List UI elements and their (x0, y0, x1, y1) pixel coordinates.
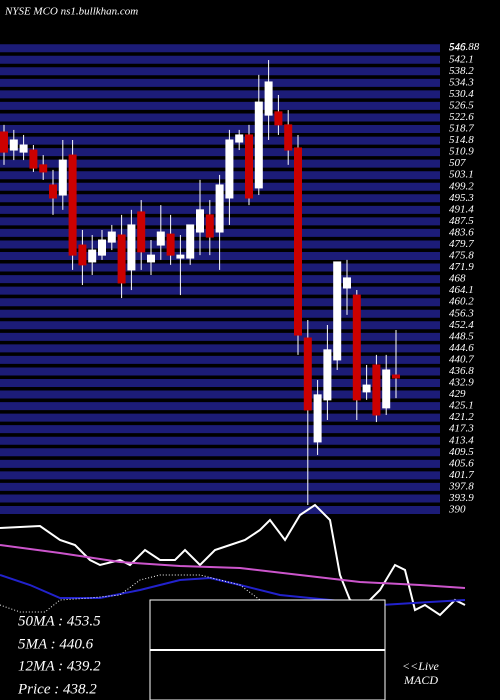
indicator-line (0, 503, 466, 617)
y-tick-label: 417.3 (449, 423, 474, 435)
y-tick-label: 448.5 (449, 330, 474, 342)
y-tick-label: 401.7 (449, 469, 474, 481)
candle-body (0, 131, 8, 153)
candle-body (166, 233, 175, 256)
y-tick-label: 510.9 (449, 146, 474, 158)
candle-body (382, 369, 391, 409)
y-tick-label: 421.2 (449, 411, 474, 423)
candle-body (19, 144, 28, 153)
candle-body (235, 134, 244, 143)
y-tick-label: 534.3 (449, 76, 474, 88)
candle-body (147, 254, 155, 263)
candle-body (78, 244, 87, 266)
candles (0, 60, 400, 505)
y-tick-label: 546 (449, 42, 466, 54)
y-tick-label: 518.7 (449, 123, 474, 135)
y-tick-label: 499.2 (449, 180, 474, 192)
candle-body (196, 209, 204, 233)
y-tick-label: 522.6 (449, 111, 474, 123)
y-tick-label: 538.2 (449, 65, 474, 77)
candle-body (284, 124, 293, 151)
y-tick-label: 530.4 (449, 88, 474, 100)
candle-body (323, 349, 332, 401)
y-tick-label: 432.9 (449, 377, 474, 389)
y-tick-label: 526.5 (449, 99, 474, 111)
y-tick-label: 487.5 (449, 215, 474, 227)
macd-label: MACD (403, 673, 438, 687)
y-tick-label: 397.8 (448, 480, 474, 492)
y-tick-label: 507 (449, 157, 466, 169)
candle-body (127, 224, 136, 271)
live-label: <<Live (402, 659, 440, 673)
candle-body (245, 134, 253, 199)
y-tick-label: 479.7 (449, 238, 474, 250)
y-tick-label: 413.4 (449, 434, 474, 446)
y-tick-label: 436.8 (449, 365, 474, 377)
stat-label: 50MA : 453.5 (18, 613, 101, 629)
candle-body (68, 154, 77, 256)
candle-body (98, 239, 106, 256)
y-tick-label: 452.4 (449, 319, 474, 331)
y-tick-label: 495.3 (449, 192, 474, 204)
candle-body (9, 139, 18, 151)
candle-body (372, 364, 381, 416)
candle-body (254, 101, 263, 189)
candle-body (303, 337, 312, 411)
y-tick-label: 440.7 (449, 353, 474, 365)
candle-body (176, 254, 185, 259)
candle-body (264, 81, 273, 116)
candle-body (49, 184, 57, 199)
y-tick-label: 468 (449, 273, 466, 285)
candle-body (156, 231, 165, 246)
stat-label: 12MA : 439.2 (18, 658, 101, 674)
candle-body (333, 261, 342, 361)
y-tick-label: 483.6 (449, 226, 474, 238)
candle-body (205, 214, 214, 238)
candle-body (274, 111, 283, 126)
y-tick-label: 425.1 (449, 400, 474, 412)
candle-body (225, 139, 234, 199)
candle-body (343, 277, 351, 289)
candle-body (117, 234, 126, 284)
y-tick-label: 471.9 (449, 261, 474, 273)
y-tick-label: 514.8 (449, 134, 474, 146)
candle-body (215, 184, 224, 233)
stat-label: Price : 438.2 (17, 681, 97, 697)
chart-title: NYSE MCO ns1.bullkhan.com (4, 6, 138, 18)
y-tick-label: 393.9 (448, 492, 474, 504)
y-tick-label: 546.88 (449, 41, 480, 53)
y-tick-label: 542.1 (449, 53, 474, 65)
stat-label: 5MA : 440.6 (18, 636, 94, 652)
y-tick-label: 390 (448, 504, 466, 516)
y-tick-label: 444.6 (449, 342, 474, 354)
candle-body (313, 394, 322, 443)
candle-body (186, 224, 195, 259)
y-tick-label: 409.5 (449, 446, 474, 458)
y-tick-label: 503.1 (449, 169, 474, 181)
y-tick-label: 429 (449, 388, 466, 400)
y-tick-label: 491.4 (449, 203, 474, 215)
candle-body (29, 149, 38, 169)
y-tick-label: 475.8 (449, 250, 474, 262)
y-tick-label: 456.3 (449, 307, 474, 319)
candle-body (362, 384, 371, 393)
y-tick-label: 464.1 (449, 284, 474, 296)
candle-body (137, 211, 146, 253)
candle-body (107, 231, 116, 243)
candle-body (58, 159, 67, 196)
candle-body (88, 249, 97, 263)
y-tick-label: 460.2 (449, 296, 474, 308)
candle-body (352, 294, 361, 401)
candle-body (39, 164, 48, 173)
candle-body (294, 147, 302, 336)
y-tick-label: 405.6 (449, 457, 474, 469)
candle-body (392, 374, 400, 379)
indicator-line (0, 544, 466, 589)
